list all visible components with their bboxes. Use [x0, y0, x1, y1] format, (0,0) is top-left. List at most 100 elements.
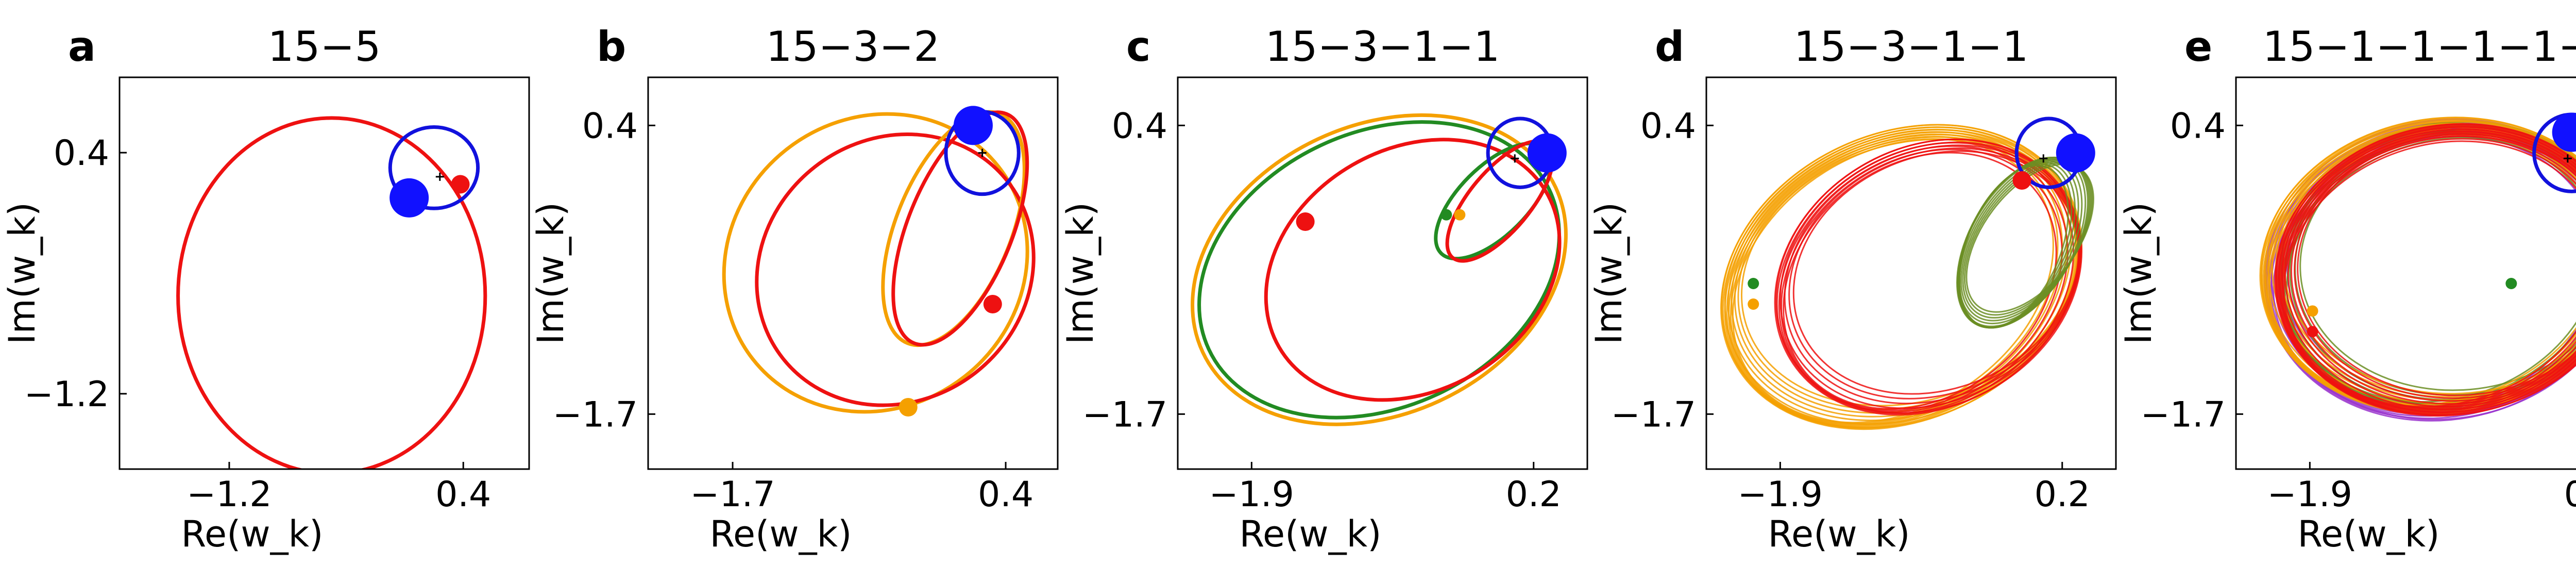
panel-title: 15−5 — [268, 23, 381, 71]
panel-letter: b — [597, 23, 626, 71]
plot-area-b — [722, 110, 1036, 414]
panel-letter: c — [1126, 23, 1150, 71]
orbit-line — [722, 112, 1029, 414]
y-axis-label: Im(w_k) — [1588, 202, 1630, 344]
series-blue-orbit — [388, 125, 480, 210]
series-red-orbit — [1264, 138, 1562, 402]
x-axis-label: Re(w_k) — [710, 513, 852, 555]
series-red-inner-orbit — [891, 110, 1029, 347]
panel-letter: a — [68, 23, 96, 71]
y-axis-label: Im(w_k) — [1, 202, 43, 344]
orbit-line — [1784, 144, 2081, 405]
marker-orange-body — [899, 398, 918, 417]
plot-area-c — [1191, 113, 1568, 426]
orbit-line — [2281, 126, 2576, 410]
x-axis-label: Re(w_k) — [2298, 513, 2440, 555]
x-tick-label: −1.2 — [187, 474, 272, 515]
marker-blue-body — [389, 178, 429, 218]
panel-e: −1.9 0.2 0.4 −1.7 e 15−1−1−1−1−1 Re(w_k) Im(w_k… — [2117, 23, 2576, 555]
orbit-line — [1788, 147, 2080, 399]
orbit-line — [2297, 135, 2576, 396]
orbit-line — [2284, 128, 2576, 408]
x-tick-label: 0.4 — [435, 474, 491, 515]
y-tick-label: −1.7 — [1082, 394, 1167, 435]
y-tick-label: 0.4 — [54, 133, 109, 174]
panel-title: 15−3−1−1 — [1794, 23, 2029, 71]
orbit-line — [2283, 140, 2576, 408]
y-tick-label: −1.7 — [1611, 394, 1696, 435]
x-tick-label: −1.9 — [1209, 474, 1294, 515]
orbit-line — [1783, 152, 2057, 410]
panel-b: −1.7 0.4 0.4 −1.7 b 15−3−2 Re(w_k) Im(w_k) — [530, 23, 1059, 555]
panel-title: 15−3−1−1 — [1265, 23, 1500, 71]
y-tick-label: −1.2 — [24, 374, 109, 415]
orbit-line — [1780, 141, 2082, 409]
panel-letter: d — [1655, 23, 1684, 71]
orbit-line — [2275, 123, 2576, 416]
panel-title: 15−1−1−1−1−1 — [2263, 23, 2576, 71]
x-tick-label: −1.9 — [2267, 474, 2352, 515]
series-red-orbit — [176, 116, 487, 469]
y-axis-label: Im(w_k) — [1059, 202, 1101, 344]
plot-area-d — [1720, 116, 2094, 430]
orbit-line — [2291, 131, 2576, 402]
panel-letter: e — [2184, 23, 2212, 71]
center-mark-icon — [978, 148, 987, 157]
y-tick-label: 0.4 — [2170, 106, 2226, 146]
orbit-line — [388, 125, 480, 210]
y-tick-label: 0.4 — [1640, 106, 1696, 146]
panel-a: −1.2 0.4 0.4 −1.2 a 15−5 Re(w_k) Im(w_k) — [1, 23, 530, 555]
marker-orange-body — [1454, 209, 1466, 221]
series-red-orbit-family — [2274, 123, 2576, 417]
marker-green-body — [2505, 278, 2517, 289]
axes-frame — [1177, 76, 1588, 470]
marker-blue-body — [2552, 112, 2576, 152]
x-tick-label: 0.2 — [1506, 474, 1562, 515]
marker-red-body — [2012, 171, 2031, 190]
y-tick-label: 0.4 — [1112, 106, 1167, 146]
panel-d: −1.9 0.2 0.4 −1.7 d 15−3−1−1 Re(w_k) Im(w_k) — [1588, 23, 2117, 555]
orbit-line — [1197, 120, 1561, 420]
orbit-line — [176, 116, 487, 469]
marker-red-body — [2307, 326, 2318, 338]
orbit-line — [2294, 133, 2576, 399]
marker-red-body — [451, 175, 470, 194]
y-axis-label: Im(w_k) — [2117, 202, 2160, 344]
x-tick-label: −1.7 — [690, 474, 775, 515]
x-axis-label: Re(w_k) — [1240, 513, 1382, 555]
panel-c: −1.9 0.2 0.4 −1.7 c 15−3−1−1 Re(w_k) Im(w_k) — [1059, 23, 1588, 555]
marker-blue-body — [2056, 133, 2095, 173]
series-orange-outer-orbit — [1191, 113, 1568, 426]
panel-title: 15−3−2 — [766, 23, 940, 71]
series-green-orbit-family — [1956, 156, 2094, 329]
axes-frame — [1705, 76, 2117, 470]
orbit-line — [1264, 138, 1562, 402]
y-tick-label: 0.4 — [582, 106, 638, 146]
center-mark-icon — [1511, 154, 1519, 163]
plot-area-e — [2259, 112, 2576, 422]
orbit-line — [1775, 138, 2082, 414]
x-tick-label: −1.9 — [1738, 474, 1823, 515]
orbit-line — [1721, 124, 2082, 429]
marker-blue-body — [953, 106, 993, 145]
x-tick-label: 0.4 — [978, 474, 1033, 515]
x-tick-label: 0.2 — [2035, 474, 2090, 515]
marker-orange-body — [1748, 298, 1759, 310]
orbit-line — [1781, 148, 2063, 411]
center-mark-icon — [2039, 154, 2048, 163]
marker-blue-body — [1527, 133, 1567, 173]
y-tick-label: −1.7 — [2141, 394, 2226, 435]
orbit-line — [2278, 125, 2576, 413]
series-red-orbit-family — [1774, 138, 2082, 416]
marker-red-body — [1296, 212, 1315, 231]
marker-red-body — [983, 295, 1002, 313]
axes-frame — [647, 76, 1059, 470]
orbit-line — [2287, 130, 2576, 405]
axes-frame — [2235, 76, 2576, 470]
series-green-outer-orbit — [1197, 120, 1561, 420]
marker-orange-body — [2307, 305, 2318, 317]
y-axis-label: Im(w_k) — [530, 202, 572, 344]
series-orange-outer-orbit — [722, 112, 1029, 414]
center-mark-icon — [2563, 154, 2572, 163]
marker-green-body — [1748, 278, 1759, 289]
